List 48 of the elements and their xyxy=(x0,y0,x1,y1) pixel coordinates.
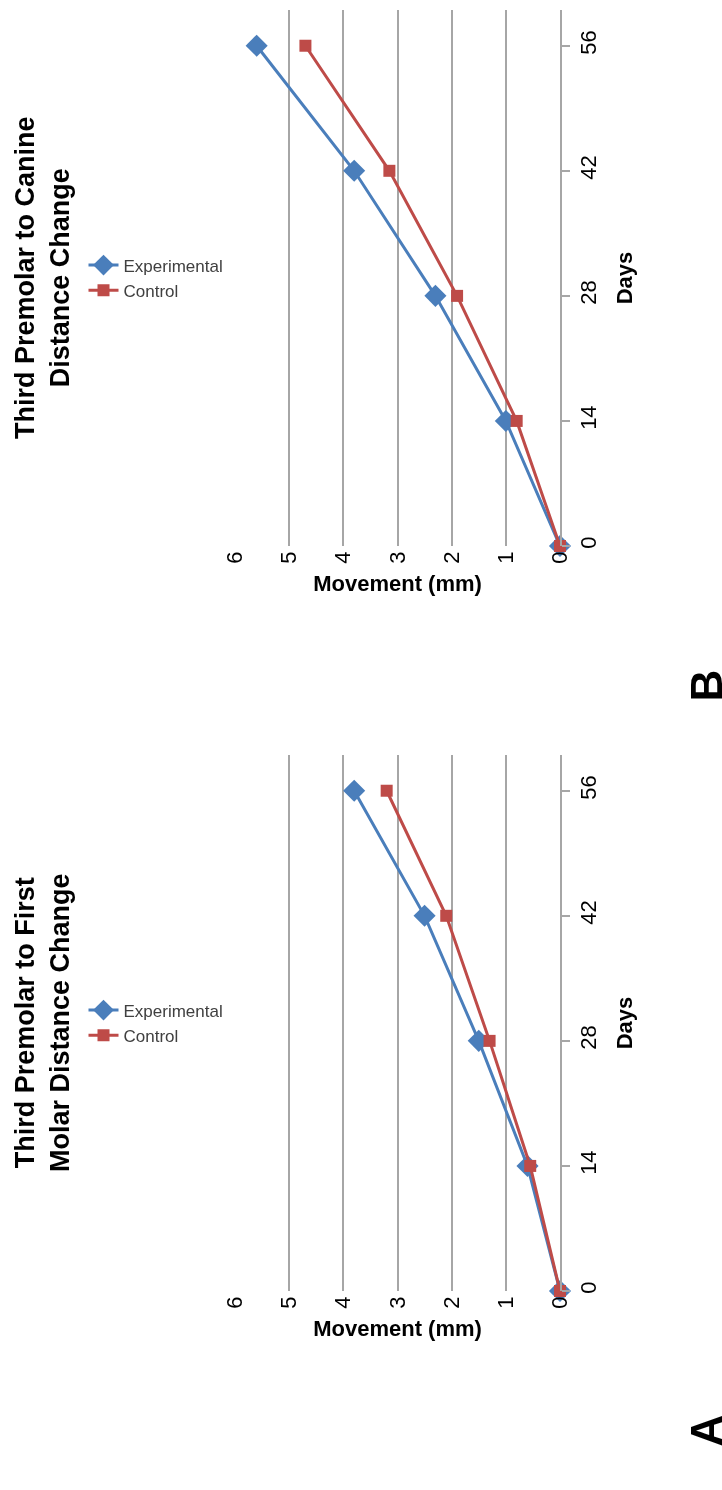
x-tick-label: 2 xyxy=(438,551,464,564)
y-tick-label: 56 xyxy=(576,30,602,55)
point xyxy=(440,909,453,922)
x-tick-label: 3 xyxy=(384,1296,410,1309)
x-tick-label: 4 xyxy=(330,551,356,564)
point xyxy=(424,284,447,307)
y-axis-title: Days xyxy=(611,251,637,305)
x-tick-label: 2 xyxy=(438,1296,464,1309)
x-tick-label: 3 xyxy=(384,551,410,564)
x-tick-label: 6 xyxy=(222,1296,248,1309)
x-tick-label: 5 xyxy=(276,551,302,564)
point xyxy=(299,39,312,52)
y-tick-label: 42 xyxy=(576,900,602,925)
x-tick-label: 4 xyxy=(330,1296,356,1309)
point xyxy=(451,289,464,302)
legend-label: Control xyxy=(123,1026,179,1046)
text: A xyxy=(681,1414,722,1447)
point xyxy=(383,164,396,177)
y-tick-label: 0 xyxy=(576,536,602,549)
y-tick-label: 28 xyxy=(576,280,602,305)
x-axis-title: Movement (mm) xyxy=(313,570,482,596)
point xyxy=(380,784,393,797)
y-tick-label: 28 xyxy=(576,1025,602,1050)
x-tick-label: 1 xyxy=(492,1296,518,1309)
point xyxy=(413,904,436,927)
x-tick-label: 6 xyxy=(222,551,248,564)
x-tick-label: 1 xyxy=(492,551,518,564)
y-tick-label: 14 xyxy=(576,405,602,430)
x-tick-label: 0 xyxy=(547,1296,573,1309)
y-axis-title: Days xyxy=(611,996,637,1050)
x-tick-label: 0 xyxy=(547,551,573,564)
y-tick-label: 14 xyxy=(576,1150,602,1175)
point xyxy=(483,1034,496,1047)
point xyxy=(343,159,366,182)
point xyxy=(510,414,523,427)
x-axis-title: Movement (mm) xyxy=(313,1315,482,1341)
y-tick-label: 0 xyxy=(576,1281,602,1294)
legend-label: Experimental xyxy=(123,1001,223,1021)
y-tick-label: 42 xyxy=(576,155,602,180)
legend-label: Experimental xyxy=(123,256,223,276)
legend-label: Control xyxy=(123,281,179,301)
text: Third Premolar to Canine Distance Change xyxy=(10,116,76,439)
x-tick-label: 5 xyxy=(276,1296,302,1309)
point xyxy=(245,34,268,57)
y-tick-label: 56 xyxy=(576,775,602,800)
text: B xyxy=(681,669,722,702)
text: Third Premolar to First Molar Distance Change xyxy=(10,873,76,1172)
point xyxy=(343,779,366,802)
